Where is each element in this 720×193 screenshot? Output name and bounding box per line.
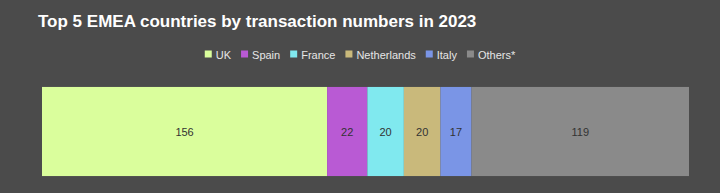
bar-segment bbox=[472, 87, 689, 176]
legend-item: Netherlands bbox=[345, 49, 416, 61]
legend-label: Others* bbox=[478, 49, 516, 61]
legend-item: Italy bbox=[426, 49, 458, 61]
legend-label: France bbox=[301, 49, 335, 61]
bar-segment bbox=[404, 87, 441, 176]
data-label: 22 bbox=[341, 126, 353, 138]
legend-label: Spain bbox=[252, 49, 280, 61]
bar-segment bbox=[42, 87, 327, 176]
legend-item: Others* bbox=[467, 49, 516, 61]
legend-swatch bbox=[290, 51, 297, 58]
data-label: 20 bbox=[379, 126, 391, 138]
bar-segment bbox=[440, 87, 471, 176]
legend-swatch bbox=[426, 51, 433, 58]
plot-area: 156 22 20 20 17 119 bbox=[42, 87, 689, 176]
legend: UK Spain France Netherlands Italy Others* bbox=[205, 49, 516, 61]
legend-item: France bbox=[290, 49, 335, 61]
title: Top 5 EMEA countries by transaction numb… bbox=[38, 12, 476, 31]
legend-swatch bbox=[345, 51, 352, 58]
background bbox=[0, 0, 720, 193]
legend-item: Spain bbox=[241, 49, 280, 61]
legend-swatch bbox=[467, 51, 474, 58]
data-label: 17 bbox=[450, 126, 462, 138]
legend-label: Italy bbox=[437, 49, 458, 61]
data-labels: 156 22 20 20 17 119 bbox=[175, 126, 589, 138]
data-label: 119 bbox=[571, 126, 589, 138]
bar-segment bbox=[327, 87, 367, 176]
data-label: 156 bbox=[175, 126, 193, 138]
legend-swatch bbox=[205, 51, 212, 58]
legend-label: UK bbox=[216, 49, 232, 61]
legend-label: Netherlands bbox=[356, 49, 416, 61]
data-label: 20 bbox=[416, 126, 428, 138]
bars bbox=[42, 87, 689, 176]
legend-item: UK bbox=[205, 49, 232, 61]
bar-segment bbox=[367, 87, 404, 176]
chart: Top 5 EMEA countries by transaction numb… bbox=[0, 0, 720, 193]
legend-swatch bbox=[241, 51, 248, 58]
